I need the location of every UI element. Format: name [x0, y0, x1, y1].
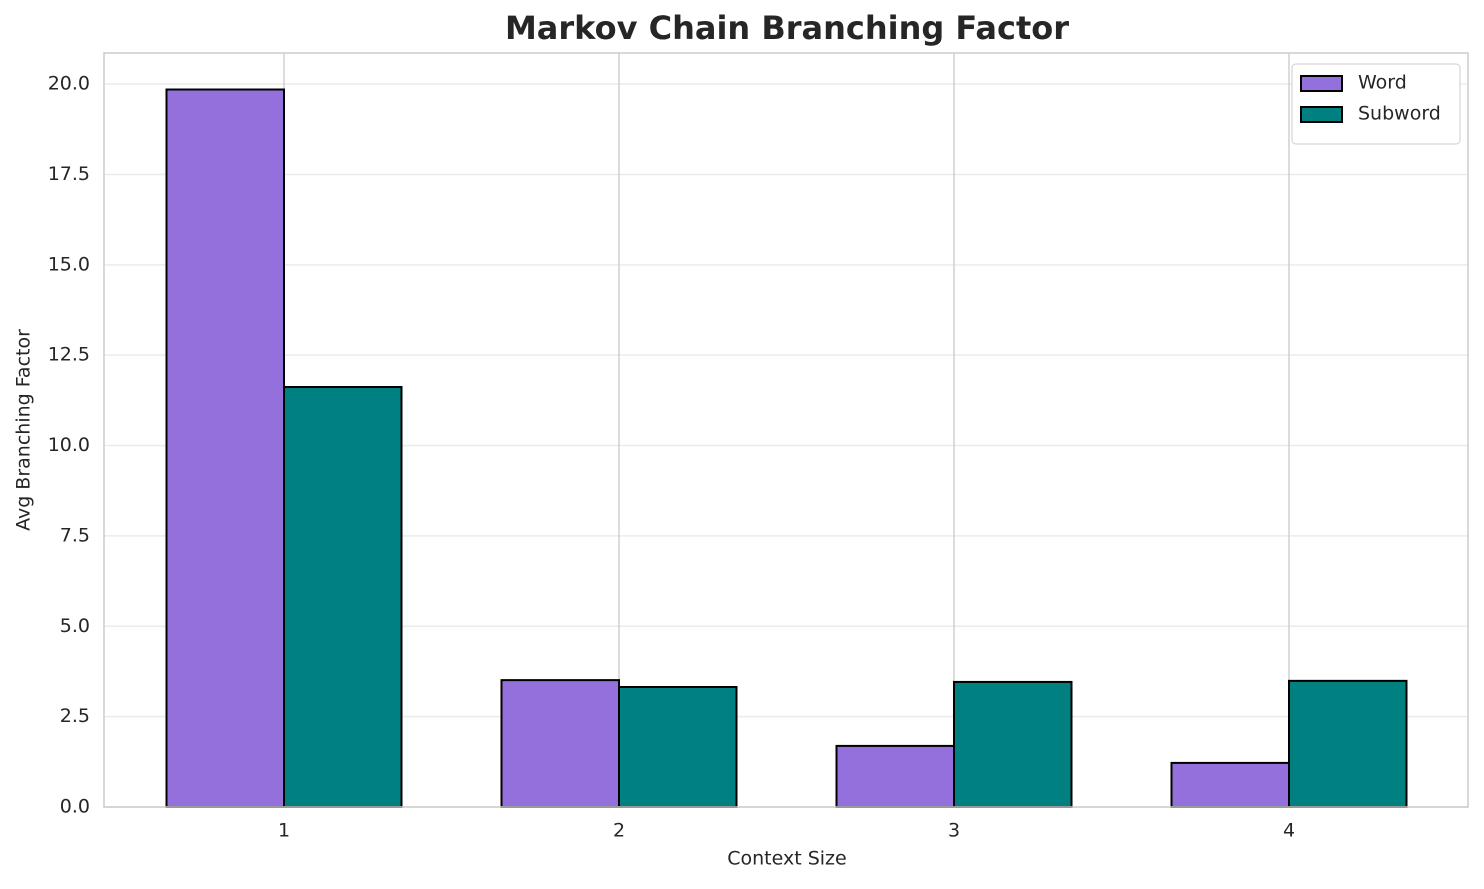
- plot-frame: [103, 52, 1469, 808]
- y-tick-label: 20.0: [48, 73, 90, 95]
- y-tick-label: 0.0: [60, 796, 90, 818]
- bar: [500, 679, 620, 808]
- bar: [165, 88, 285, 808]
- y-axis-label: Avg Branching Factor: [13, 329, 35, 531]
- x-tick-label: 1: [278, 820, 290, 842]
- x-axis-label: Context Size: [727, 848, 846, 870]
- bar: [618, 685, 738, 808]
- y-tick-label: 15.0: [48, 253, 90, 275]
- legend-label: Word: [1358, 72, 1407, 94]
- x-tick-label: 2: [613, 820, 625, 842]
- bar: [283, 385, 403, 808]
- y-tick-label: 2.5: [60, 705, 90, 727]
- y-tick-label: 17.5: [48, 163, 90, 185]
- bar: [835, 744, 955, 808]
- x-tick-label: 3: [948, 820, 960, 842]
- bar: [1170, 761, 1290, 809]
- legend-swatch: [1300, 106, 1343, 123]
- chart-title: Markov Chain Branching Factor: [505, 9, 1069, 47]
- y-tick-label: 7.5: [60, 524, 90, 546]
- y-tick-label: 5.0: [60, 615, 90, 637]
- y-tick-label: 10.0: [48, 434, 90, 456]
- legend-label: Subword: [1358, 103, 1441, 125]
- bar: [1288, 679, 1408, 808]
- bar: [953, 680, 1073, 809]
- x-tick-label: 4: [1283, 820, 1295, 842]
- y-tick-label: 12.5: [48, 344, 90, 366]
- legend-swatch: [1300, 75, 1343, 92]
